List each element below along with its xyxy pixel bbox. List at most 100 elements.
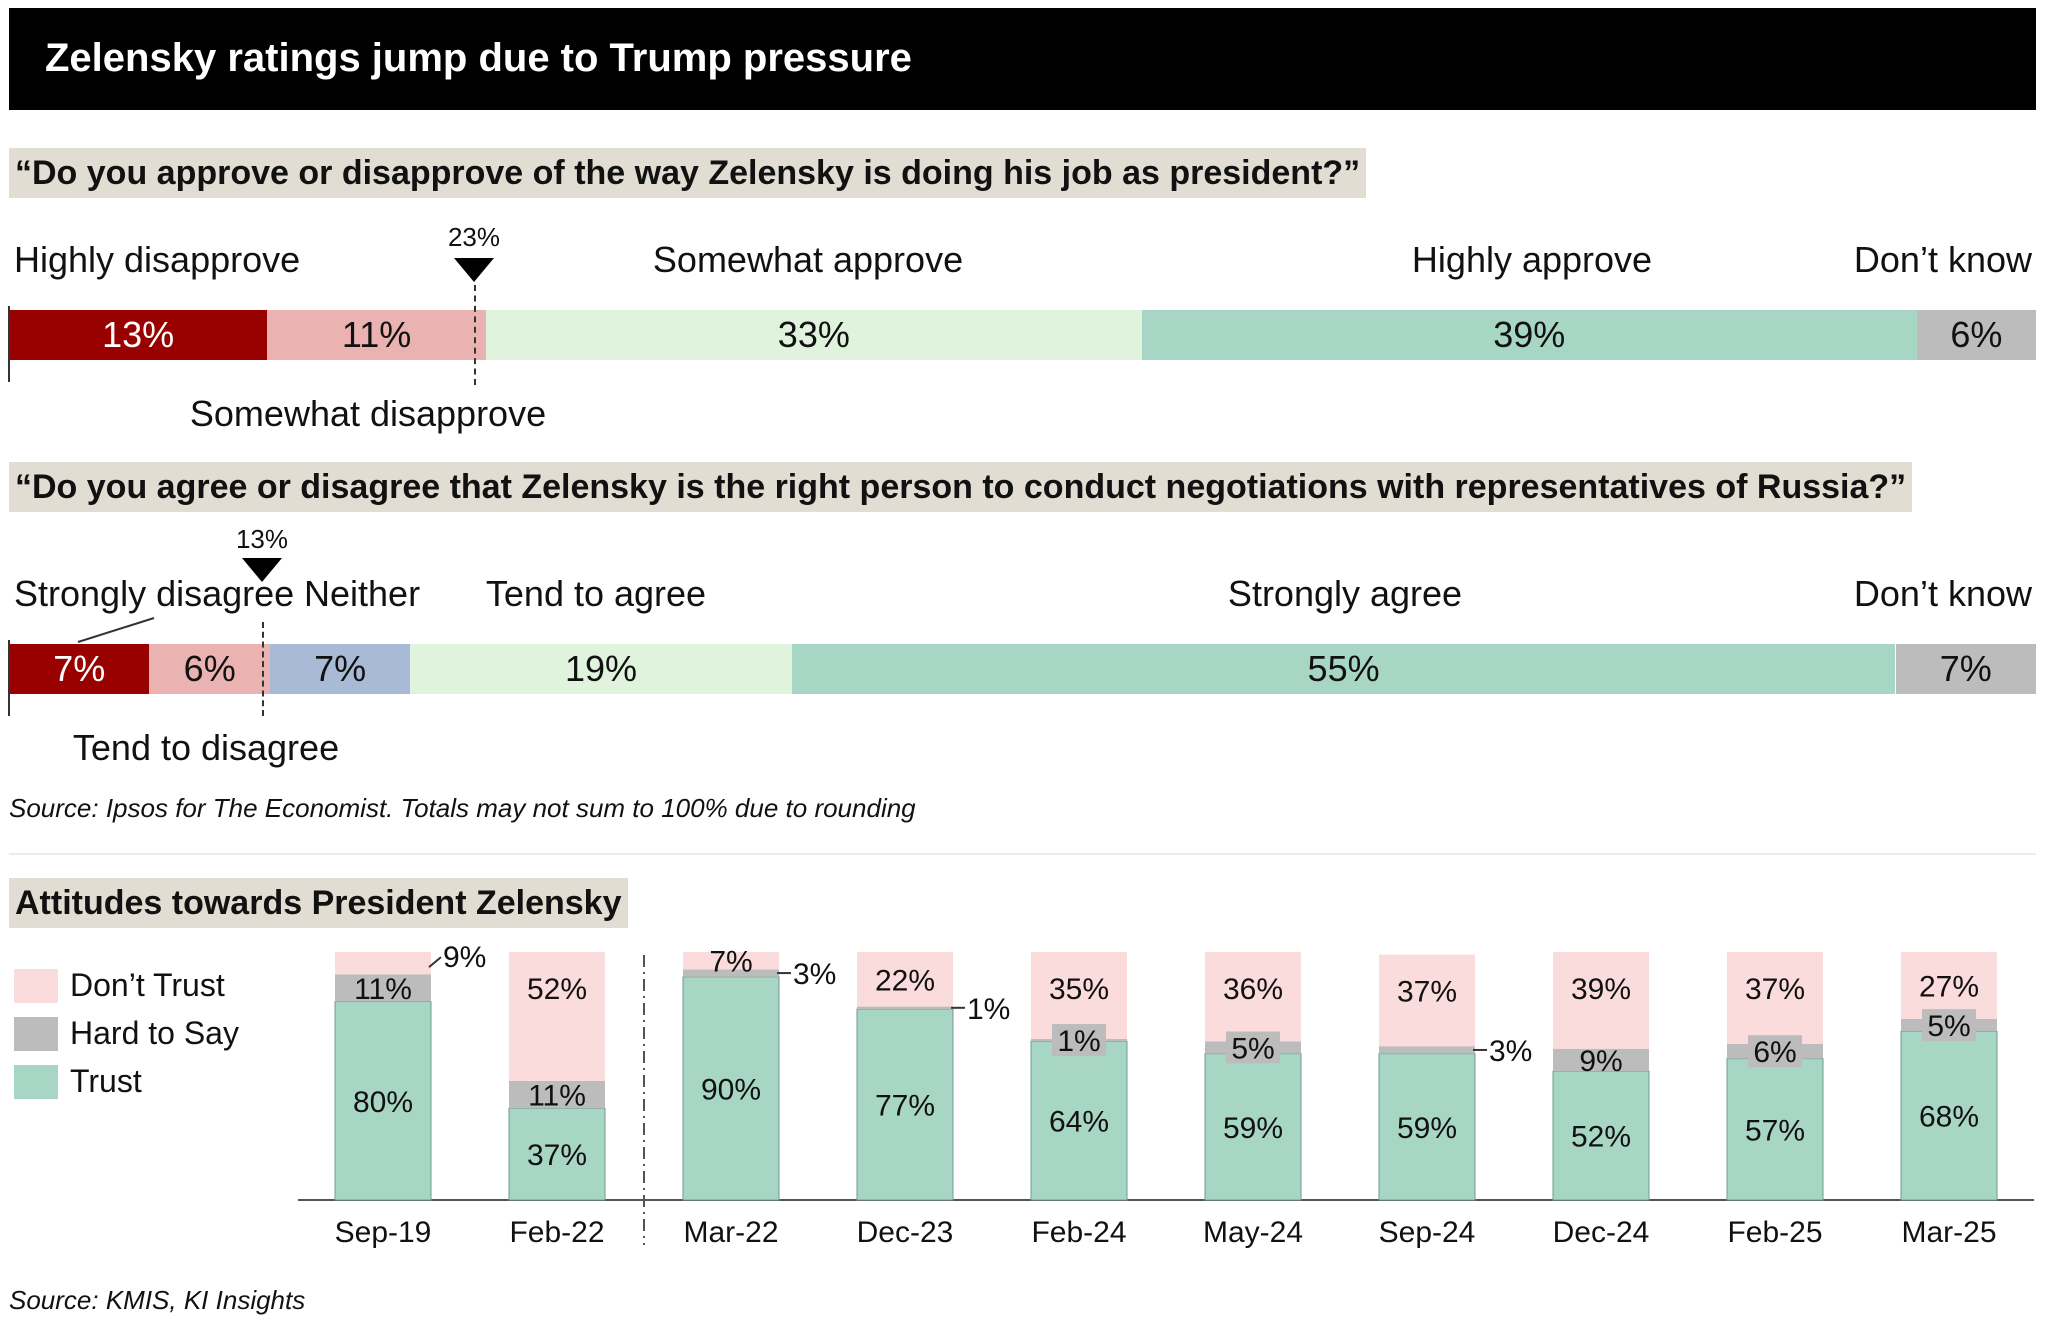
x-tick-label: Dec-23: [857, 1216, 954, 1249]
legend: Don’t Trust Hard to Say Trust: [14, 965, 314, 1109]
segment-neither: 7%: [269, 644, 411, 694]
data-label-bg: [1226, 1031, 1280, 1064]
label-dont-know-q1: Don’t know: [1853, 239, 2032, 280]
data-label-trust: 59%: [1397, 1112, 1457, 1145]
segment-value-label: 7%: [53, 648, 106, 689]
data-label-bg: [1748, 1035, 1802, 1068]
x-tick-label: Mar-25: [1901, 1216, 1996, 1249]
bar-dont-trust: [1727, 952, 1823, 1044]
data-label-dont-trust: 35%: [1049, 973, 1109, 1006]
data-label-trust: 80%: [353, 1086, 413, 1119]
header-banner: Zelensky ratings jump due to Trump press…: [9, 8, 2036, 110]
marker-dashed-line: [474, 285, 476, 385]
stacked-bar-q1: 13% 11% 33% 39% 6%: [9, 310, 2036, 360]
page-title: Zelensky ratings jump due to Trump press…: [45, 36, 912, 80]
legend-item-hard-to-say: Hard to Say: [14, 1013, 314, 1061]
segment-highly-approve: 39%: [1141, 310, 1917, 360]
question-1: “Do you approve or disapprove of the way…: [9, 148, 1367, 198]
label-tend-to-agree: Tend to agree: [485, 573, 707, 614]
segment-value-label: 55%: [1307, 648, 1380, 689]
marker-label-q2: 13%: [235, 524, 289, 554]
x-tick-label: Mar-22: [683, 1216, 778, 1249]
x-tick-label: May-24: [1203, 1216, 1303, 1249]
data-label-dont-trust: 37%: [1397, 975, 1457, 1008]
marker-dashed-line: [262, 622, 264, 716]
label-highly-disapprove: Highly disapprove: [14, 239, 301, 280]
data-label-trust: 37%: [527, 1139, 587, 1172]
segment-somewhat-approve: 33%: [485, 310, 1142, 360]
x-tick-label: Dec-24: [1553, 1216, 1650, 1249]
bar-dont-trust: [509, 952, 605, 1081]
legend-swatch-trust: [14, 1065, 58, 1099]
bar-hard-to-say: [1379, 1046, 1475, 1054]
segment-value-label: 7%: [314, 648, 367, 689]
marker-label-q1: 23%: [447, 222, 501, 252]
legend-label-hard-to-say: Hard to Say: [70, 1015, 239, 1051]
data-label-trust: 57%: [1745, 1114, 1805, 1147]
bar-trust: [1378, 1053, 1476, 1201]
segment-value-label: 33%: [777, 314, 850, 355]
data-label-dont-trust: 22%: [875, 964, 935, 997]
bar-trust: [334, 1001, 432, 1201]
data-label-trust: 52%: [1571, 1121, 1631, 1154]
section-title-attitudes: Attitudes towards President Zelensky: [9, 878, 628, 928]
segment-tend-to-disagree: 6%: [149, 644, 270, 694]
segment-strongly-agree: 55%: [791, 644, 1896, 694]
label-strongly-agree: Strongly agree: [1227, 573, 1463, 614]
data-label-trust: 90%: [701, 1073, 761, 1106]
bar-hard-to-say: [1553, 1048, 1649, 1072]
bar-dont-trust: [1553, 952, 1649, 1049]
data-label-trust: 59%: [1223, 1112, 1283, 1145]
data-label-hard-to-say: 11%: [528, 1080, 586, 1113]
data-label-hard-to-say: 9%: [1579, 1045, 1622, 1078]
legend-item-dont-trust: Don’t Trust: [14, 965, 314, 1013]
x-tick-label: Sep-24: [1379, 1216, 1476, 1249]
segment-value-label: 11%: [341, 314, 412, 355]
label-dont-know-q2: Don’t know: [1853, 573, 2032, 614]
bar-hard-to-say: [857, 1006, 953, 1010]
segment-highly-disapprove: 13%: [9, 310, 268, 360]
data-label-hard-to-say: 5%: [1927, 1010, 1970, 1043]
segment-value-label: 39%: [1493, 314, 1566, 355]
bar-trust: [1204, 1053, 1302, 1201]
data-label-dont-trust: 9%: [443, 941, 486, 974]
segment-don-t-know: 7%: [1895, 644, 2036, 694]
data-label-hard-to-say: 1%: [967, 993, 1010, 1026]
bar-dont-trust: [1901, 952, 1997, 1019]
segment-value-label: 13%: [102, 314, 175, 355]
label-highly-approve: Highly approve: [1411, 239, 1653, 280]
label-tend-to-disagree: Tend to disagree: [72, 727, 340, 768]
data-label-trust: 68%: [1919, 1101, 1979, 1134]
bar-dont-trust: [1379, 954, 1475, 1047]
data-label-dont-trust: 37%: [1745, 973, 1805, 1006]
segment-don-t-know: 6%: [1916, 310, 2036, 360]
legend-label-dont-trust: Don’t Trust: [70, 967, 225, 1003]
segment-strongly-disagree: 7%: [9, 644, 150, 694]
data-label-dont-trust: 39%: [1571, 973, 1631, 1006]
bar-trust: [1726, 1058, 1824, 1201]
segment-value-label: 6%: [1950, 314, 2003, 355]
data-label-hard-to-say: 3%: [793, 958, 836, 991]
segment-somewhat-disapprove: 11%: [267, 310, 486, 360]
source-note-2: Source: KMIS, KI Insights: [9, 1285, 306, 1315]
data-label-hard-to-say: 1%: [1057, 1025, 1100, 1058]
bar-hard-to-say: [335, 974, 431, 1002]
segment-value-label: 6%: [183, 648, 236, 689]
bar-start-tick: [8, 306, 10, 382]
data-label-dont-trust: 36%: [1223, 973, 1283, 1006]
marker-triangle-icon: [242, 558, 282, 582]
legend-swatch-hard-to-say: [14, 1017, 58, 1051]
bar-trust: [1552, 1070, 1650, 1201]
label-somewhat-disapprove: Somewhat disapprove: [189, 393, 547, 434]
segment-value-label: 19%: [565, 648, 638, 689]
legend-item-trust: Trust: [14, 1061, 314, 1109]
question-2: “Do you agree or disagree that Zelensky …: [9, 462, 1913, 512]
data-label-trust: 64%: [1049, 1106, 1109, 1139]
leader-line-strongly-disagree: [77, 617, 155, 643]
data-label-hard-to-say: 11%: [354, 973, 412, 1006]
label-somewhat-approve: Somewhat approve: [652, 239, 964, 280]
bar-dont-trust: [857, 952, 953, 1007]
bar-trust: [508, 1107, 606, 1201]
